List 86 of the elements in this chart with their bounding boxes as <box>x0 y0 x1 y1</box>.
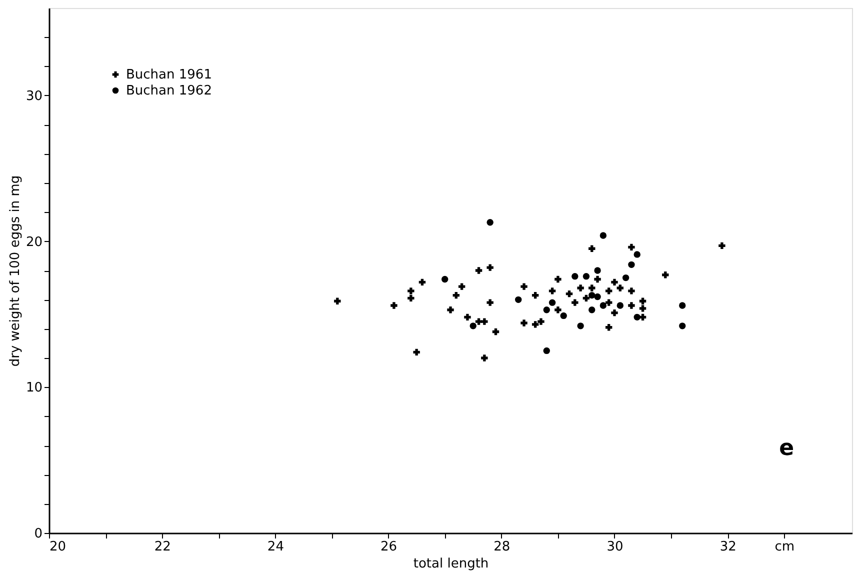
point <box>554 276 562 283</box>
point <box>441 276 448 283</box>
point <box>628 261 635 268</box>
point <box>588 306 596 314</box>
point <box>548 299 556 306</box>
y-tick-label: 10 <box>26 380 42 396</box>
point <box>532 292 539 299</box>
point <box>628 302 635 309</box>
point <box>470 322 476 330</box>
point <box>588 284 596 292</box>
point <box>538 318 544 325</box>
point <box>543 306 550 314</box>
point <box>520 320 528 326</box>
point <box>577 284 584 292</box>
point <box>679 322 686 330</box>
point <box>475 318 482 325</box>
legend-label: Buchan 1961 <box>126 68 212 82</box>
y-tick-label: 0 <box>34 526 42 542</box>
point <box>566 290 573 298</box>
x-tick-label: 28 <box>494 540 510 554</box>
point <box>408 294 414 302</box>
x-tick-label: 26 <box>380 540 398 554</box>
point <box>594 267 601 274</box>
point <box>464 314 471 321</box>
point <box>605 288 612 294</box>
annotation: e <box>779 436 794 461</box>
point <box>481 318 488 325</box>
point <box>447 306 454 314</box>
point <box>628 244 635 251</box>
point <box>616 284 624 292</box>
point <box>605 324 612 331</box>
point <box>520 283 528 290</box>
point <box>605 299 612 306</box>
point <box>492 328 500 336</box>
x-tick-label: 32 <box>720 540 736 554</box>
y-tick-label: 30 <box>26 89 42 104</box>
point <box>622 274 630 282</box>
point <box>582 272 590 280</box>
point <box>616 302 624 309</box>
point <box>572 299 578 306</box>
point <box>582 294 590 302</box>
point <box>548 288 556 294</box>
point <box>639 305 646 312</box>
x-tick-label: cm <box>774 540 795 554</box>
point <box>475 267 482 274</box>
point <box>588 292 596 299</box>
point <box>628 288 635 294</box>
point <box>515 296 522 304</box>
point <box>408 288 414 294</box>
point <box>554 306 562 314</box>
point <box>486 264 494 271</box>
point <box>452 292 460 299</box>
point <box>418 278 426 286</box>
point <box>600 232 607 239</box>
point <box>634 314 640 321</box>
x-axis-title: total length <box>413 556 489 572</box>
point <box>594 276 601 283</box>
point <box>390 302 398 309</box>
x-tick-label: 24 <box>267 540 284 554</box>
point <box>662 272 669 278</box>
point <box>594 293 601 300</box>
x-tick-label: 20 <box>50 540 66 554</box>
point <box>718 242 726 250</box>
point <box>588 245 596 252</box>
point <box>572 272 578 280</box>
legend-label: Buchan 1962 <box>126 84 212 98</box>
y-tick-label: 20 <box>26 234 42 250</box>
point <box>634 251 640 258</box>
point <box>560 312 567 320</box>
y-axis-title: dry weight of 100 eggs in mg <box>8 175 23 367</box>
point <box>639 298 646 304</box>
point <box>481 354 488 362</box>
point <box>413 348 420 356</box>
x-tick-label: 30 <box>606 540 624 554</box>
point <box>543 347 550 354</box>
point <box>458 283 466 290</box>
point <box>577 322 584 330</box>
point <box>334 298 341 304</box>
point <box>486 219 494 226</box>
point <box>486 299 494 306</box>
point <box>611 278 618 286</box>
point <box>611 309 618 316</box>
point <box>679 302 686 309</box>
x-tick-label: 22 <box>154 540 171 554</box>
point <box>532 321 539 328</box>
point <box>600 302 607 309</box>
